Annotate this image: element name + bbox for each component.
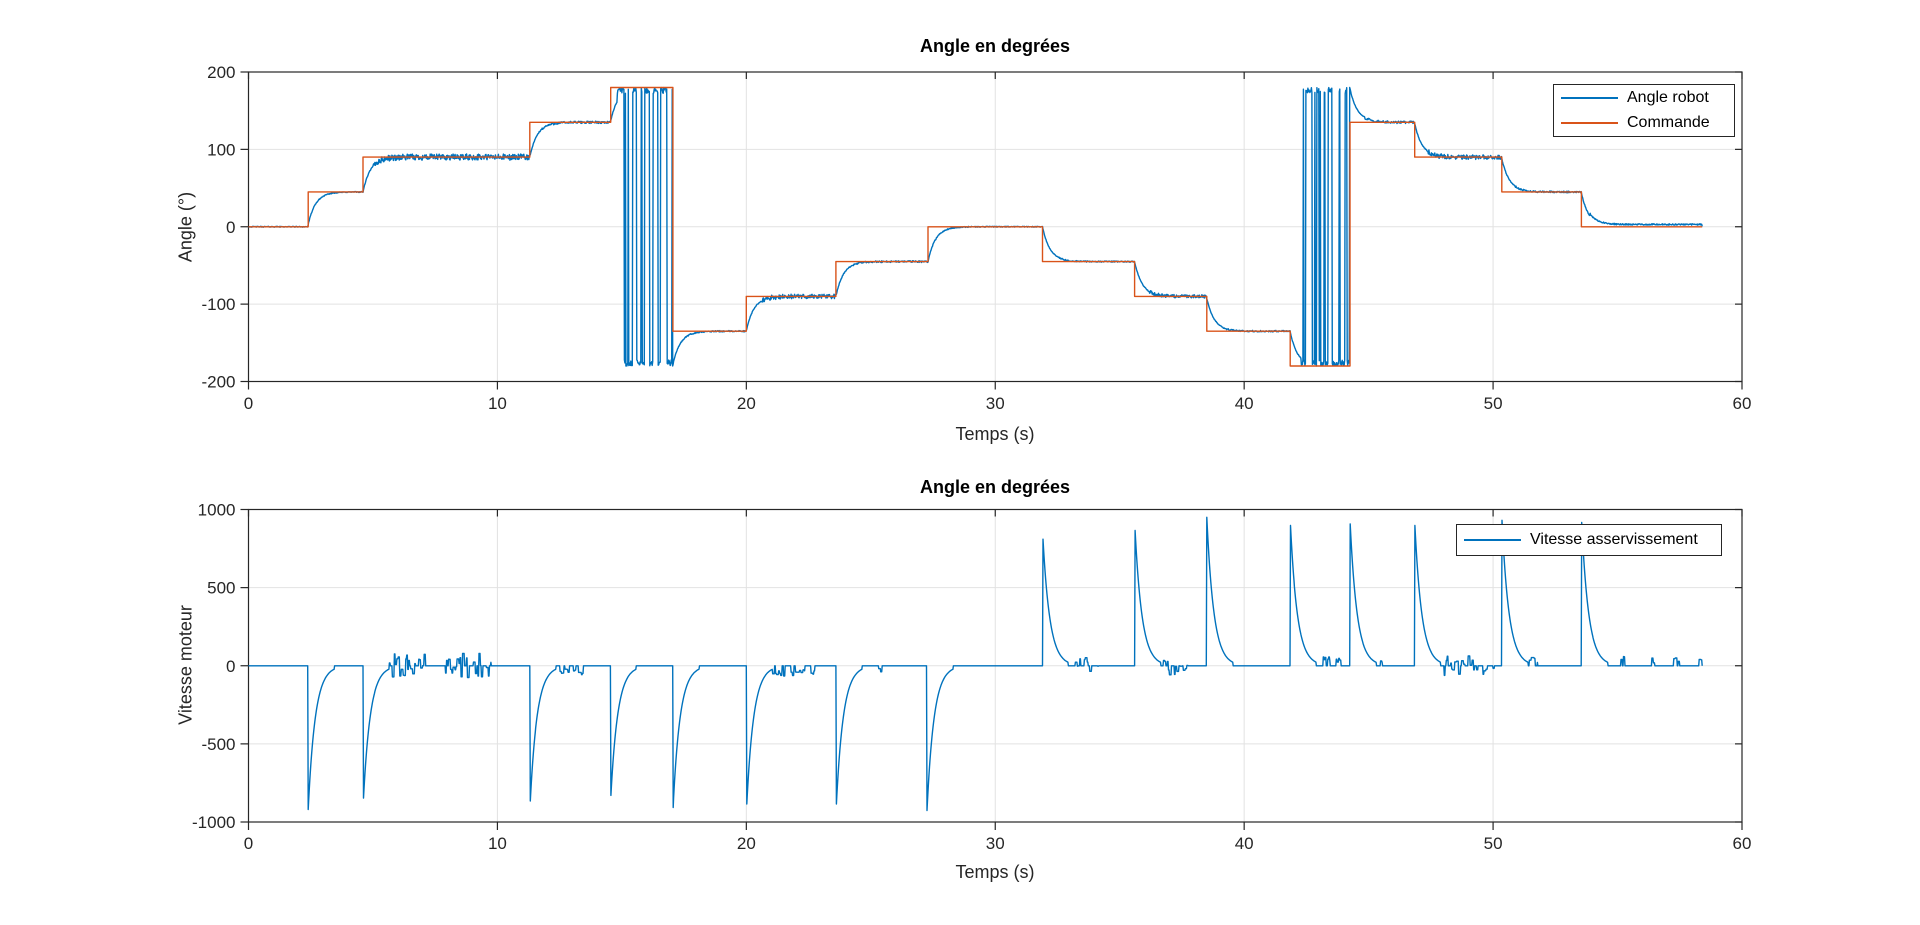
angle-x-axis-label: Temps (s) (955, 424, 1035, 444)
x-tick-label: 40 (1235, 834, 1254, 853)
y-tick-label: -500 (201, 735, 235, 754)
y-tick-label: 1000 (198, 501, 236, 520)
y-tick-label: 500 (207, 579, 235, 598)
y-tick-label: -100 (201, 295, 235, 314)
x-tick-label: 50 (1484, 394, 1503, 413)
y-tick-label: 0 (226, 218, 235, 237)
angle-chart-legend: Angle robot Commande (1553, 84, 1735, 137)
angle-chart-title: Angle en degrées (919, 36, 1071, 56)
angle-y-axis-label: Angle (°) (175, 191, 196, 263)
commande-line-sample-icon (1561, 122, 1618, 125)
x-tick-label: 40 (1235, 394, 1254, 413)
x-tick-label: 10 (488, 394, 507, 413)
y-tick-label: 200 (207, 63, 235, 82)
x-tick-label: 0 (244, 834, 253, 853)
angle-robot-legend-label: Angle robot (1627, 88, 1709, 106)
x-tick-label: 0 (244, 394, 253, 413)
vitesse-line-sample-icon (1464, 539, 1521, 541)
legend-row-commande: Commande (1554, 111, 1734, 137)
legend-row-vitesse: Vitesse asservissement (1457, 525, 1721, 555)
vitesse-plot-area: 0 10 20 30 40 50 60 -1000 -500 0 500 1000 (192, 501, 1751, 854)
vitesse-chart-title: Angle en degrées (919, 477, 1071, 497)
x-tick-label: 20 (737, 394, 756, 413)
angle-plot-area: 0 10 20 30 40 50 60 -200 -100 0 100 200 (201, 63, 1751, 413)
vitesse-y-axis-label: Vitesse moteur (175, 605, 196, 725)
x-tick-label: 30 (986, 394, 1005, 413)
series-commande (248, 86, 1703, 367)
commande-legend-label: Commande (1627, 114, 1710, 132)
x-tick-label: 60 (1733, 394, 1752, 413)
x-tick-label: 60 (1733, 834, 1752, 853)
y-tick-label: -200 (201, 373, 235, 392)
y-tick-label: 100 (207, 140, 235, 159)
x-tick-label: 30 (986, 834, 1005, 853)
vitesse-chart-legend: Vitesse asservissement (1456, 524, 1722, 556)
angle-robot-line-sample-icon (1561, 96, 1618, 99)
y-tick-label: 0 (226, 657, 235, 676)
legend-row-angle-robot: Angle robot (1554, 85, 1734, 111)
x-tick-label: 20 (737, 834, 756, 853)
series-vitesse-asservissement (248, 516, 1703, 812)
x-tick-label: 10 (488, 834, 507, 853)
y-tick-label: -1000 (192, 813, 235, 832)
vitesse-legend-label: Vitesse asservissement (1530, 531, 1698, 548)
vitesse-x-axis-label: Temps (s) (955, 862, 1035, 882)
x-tick-label: 50 (1484, 834, 1503, 853)
